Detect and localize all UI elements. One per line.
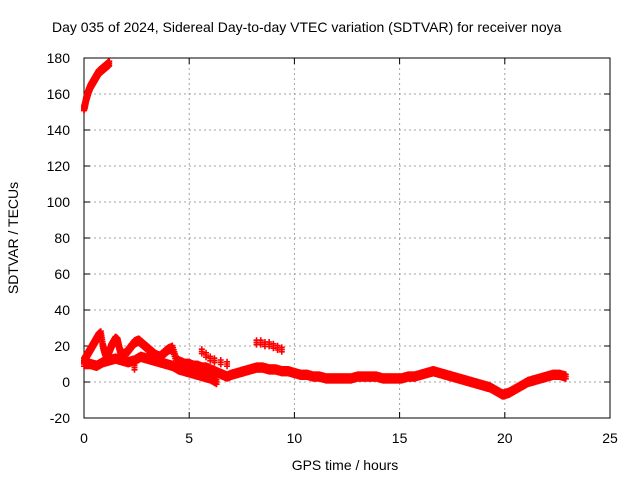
series-1 — [81, 328, 569, 400]
y-tick-label: 160 — [47, 86, 71, 102]
y-tick-label: 120 — [47, 158, 71, 174]
x-tick-label: 5 — [185, 430, 193, 446]
series-0 — [81, 58, 113, 114]
data-point-fill — [211, 359, 218, 366]
y-tick-label: 140 — [47, 122, 71, 138]
y-tick-label: 40 — [54, 302, 70, 318]
data-point-fill — [131, 366, 138, 373]
y-tick-label: 80 — [54, 230, 70, 246]
x-tick-label: 15 — [392, 430, 408, 446]
data-point-fill — [217, 361, 224, 368]
y-tick-label: 0 — [62, 374, 70, 390]
x-tick-label: 0 — [80, 430, 88, 446]
y-tick-label: 60 — [54, 266, 70, 282]
y-tick-label: 20 — [54, 338, 70, 354]
x-tick-label: 10 — [287, 430, 303, 446]
data-point-fill — [106, 62, 113, 69]
grid-lines — [84, 58, 610, 418]
x-tick-label: 20 — [497, 430, 513, 446]
y-axis-label: SDTVAR / TECUs — [5, 182, 21, 294]
y-tick-label: -20 — [50, 410, 70, 426]
data-point-fill — [562, 375, 569, 382]
axis-ticks: 0 5 10 15 20 25 -20 0 20 40 60 80 100 120 140 160 180 — [47, 50, 618, 446]
chart-title: Day 035 of 2024, Sidereal Day-to-day VTE… — [52, 19, 562, 35]
series-layer — [81, 58, 569, 400]
y-tick-label: 100 — [47, 194, 71, 210]
data-point-fill — [213, 381, 220, 388]
x-axis-label: GPS time / hours — [292, 457, 399, 473]
data-point-fill — [198, 350, 205, 357]
series-2 — [81, 351, 220, 388]
data-point-fill — [224, 363, 231, 370]
x-tick-label: 25 — [602, 430, 618, 446]
data-point-fill — [203, 354, 210, 361]
data-point-fill — [278, 348, 285, 355]
y-tick-label: 180 — [47, 50, 71, 66]
series-3 — [131, 337, 285, 373]
